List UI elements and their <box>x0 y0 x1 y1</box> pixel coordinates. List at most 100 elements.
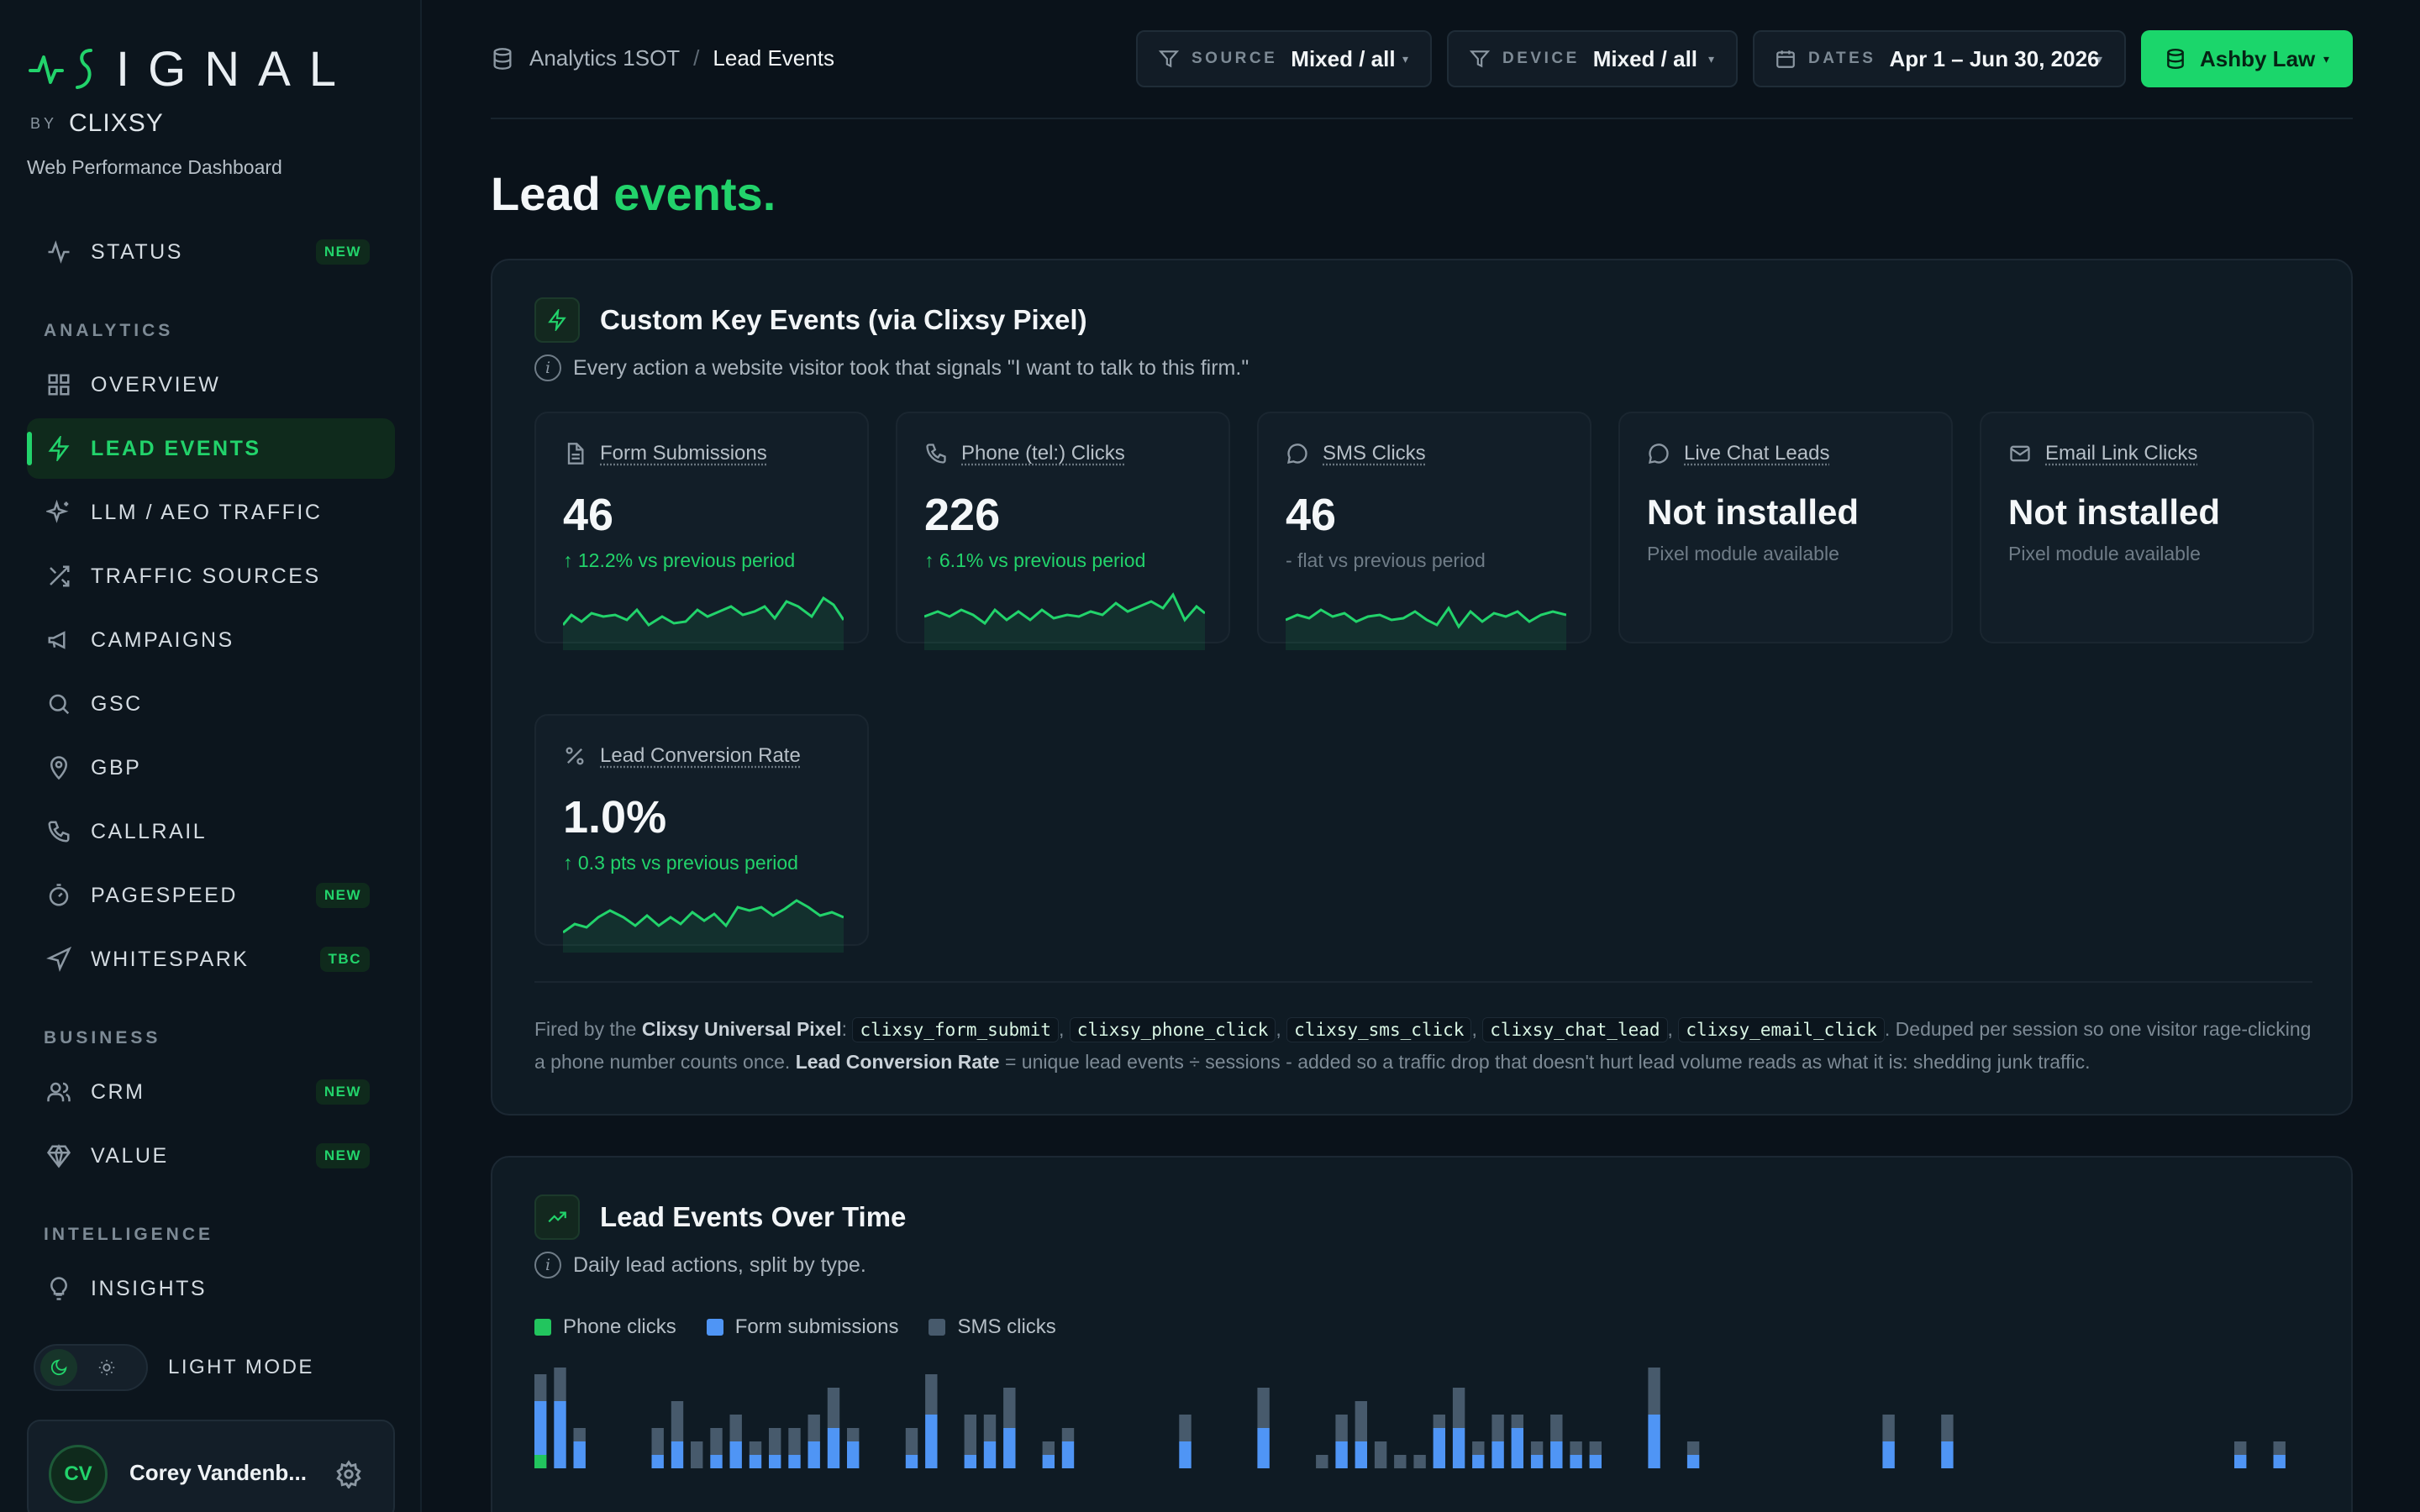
bar-segment[interactable] <box>1550 1415 1562 1441</box>
bar-segment[interactable] <box>808 1441 820 1468</box>
nav-gsc[interactable]: GSC <box>27 674 395 734</box>
bar-segment[interactable] <box>1179 1415 1191 1441</box>
bar-segment[interactable] <box>769 1428 781 1455</box>
legend-item-phone[interactable]: Phone clicks <box>534 1315 676 1339</box>
bar-segment[interactable] <box>1570 1441 1581 1455</box>
metric-label[interactable]: Lead Conversion Rate <box>600 744 801 768</box>
bar-segment[interactable] <box>984 1441 996 1468</box>
bar-segment[interactable] <box>906 1455 918 1468</box>
bar-segment[interactable] <box>1648 1415 1660 1468</box>
bar-segment[interactable] <box>1375 1441 1386 1468</box>
bar-segment[interactable] <box>1434 1428 1445 1468</box>
bar-segment[interactable] <box>652 1455 664 1468</box>
metric-label[interactable]: Form Submissions <box>600 442 767 465</box>
legend-item-sms[interactable]: SMS clicks <box>929 1315 1055 1339</box>
bar-segment[interactable] <box>1316 1455 1328 1468</box>
metric-label[interactable]: Email Link Clicks <box>2045 442 2197 465</box>
bar-segment[interactable] <box>534 1374 546 1401</box>
client-selector-button[interactable]: Ashby Law ▾ <box>2141 30 2353 87</box>
bar-segment[interactable] <box>984 1415 996 1441</box>
bar-segment[interactable] <box>730 1441 742 1468</box>
nav-pagespeed[interactable]: PAGESPEED NEW <box>27 865 395 926</box>
nav-traffic-sources[interactable]: TRAFFIC SOURCES <box>27 546 395 606</box>
bar-segment[interactable] <box>671 1441 683 1468</box>
bar-segment[interactable] <box>847 1428 859 1441</box>
bar-segment[interactable] <box>671 1401 683 1441</box>
legend-item-form[interactable]: Form submissions <box>707 1315 899 1339</box>
bar-segment[interactable] <box>1512 1415 1523 1428</box>
bar-segment[interactable] <box>965 1455 976 1468</box>
bar-segment[interactable] <box>1590 1455 1602 1468</box>
bar-segment[interactable] <box>574 1428 586 1441</box>
bar-segment[interactable] <box>847 1441 859 1468</box>
bar-segment[interactable] <box>828 1428 839 1468</box>
breadcrumb-parent[interactable]: Analytics 1SOT <box>529 45 680 71</box>
bar-segment[interactable] <box>925 1374 937 1415</box>
bar-segment[interactable] <box>1003 1388 1015 1428</box>
bar-segment[interactable] <box>1335 1415 1347 1441</box>
metric-label[interactable]: Phone (tel:) Clicks <box>961 442 1125 465</box>
bar-segment[interactable] <box>1882 1441 1894 1468</box>
device-filter[interactable]: DEVICE Mixed / all ▾ <box>1447 30 1738 87</box>
bar-segment[interactable] <box>1491 1415 1503 1441</box>
bar-segment[interactable] <box>691 1441 702 1468</box>
bar-segment[interactable] <box>1355 1441 1367 1468</box>
bar-segment[interactable] <box>1687 1455 1699 1468</box>
nav-crm[interactable]: CRM NEW <box>27 1062 395 1122</box>
nav-gbp[interactable]: GBP <box>27 738 395 798</box>
info-icon[interactable]: i <box>534 1252 561 1278</box>
brand-logo[interactable]: IGNAL BY CLIXSY <box>29 44 355 94</box>
bar-segment[interactable] <box>710 1455 722 1468</box>
bar-segment[interactable] <box>906 1428 918 1455</box>
bar-segment[interactable] <box>534 1401 546 1455</box>
bar-segment[interactable] <box>1453 1428 1465 1468</box>
bar-segment[interactable] <box>769 1455 781 1468</box>
bar-segment[interactable] <box>1472 1455 1484 1468</box>
bar-segment[interactable] <box>2234 1441 2246 1455</box>
bar-segment[interactable] <box>1062 1428 1074 1441</box>
bar-segment[interactable] <box>1335 1441 1347 1468</box>
bar-segment[interactable] <box>1472 1441 1484 1455</box>
nav-llm[interactable]: LLM / AEO TRAFFIC <box>27 482 395 543</box>
bar-segment[interactable] <box>1590 1441 1602 1455</box>
bar-segment[interactable] <box>554 1401 566 1468</box>
bar-segment[interactable] <box>1512 1428 1523 1468</box>
metric-label[interactable]: Live Chat Leads <box>1684 442 1829 465</box>
nav-status[interactable]: STATUS NEW <box>27 222 395 282</box>
bar-segment[interactable] <box>534 1455 546 1468</box>
bar-segment[interactable] <box>554 1368 566 1401</box>
user-card[interactable]: CV Corey Vandenb... <box>27 1420 395 1512</box>
bar-segment[interactable] <box>788 1428 800 1455</box>
bar-segment[interactable] <box>1453 1388 1465 1428</box>
theme-toggle[interactable] <box>34 1344 148 1391</box>
bar-segment[interactable] <box>1491 1441 1503 1468</box>
nav-value[interactable]: VALUE NEW <box>27 1126 395 1186</box>
bar-segment[interactable] <box>730 1415 742 1441</box>
bar-segment[interactable] <box>1550 1441 1562 1468</box>
bar-segment[interactable] <box>788 1455 800 1468</box>
nav-insights[interactable]: INSIGHTS <box>27 1258 395 1319</box>
bar-segment[interactable] <box>1394 1455 1406 1468</box>
info-icon[interactable]: i <box>534 354 561 381</box>
bar-segment[interactable] <box>1531 1455 1543 1468</box>
bar-segment[interactable] <box>1531 1441 1543 1455</box>
bar-segment[interactable] <box>808 1415 820 1441</box>
bar-segment[interactable] <box>1355 1401 1367 1441</box>
bar-segment[interactable] <box>1003 1428 1015 1468</box>
bar-segment[interactable] <box>1179 1441 1191 1468</box>
bar-segment[interactable] <box>1062 1441 1074 1468</box>
nav-lead-events[interactable]: LEAD EVENTS <box>27 418 395 479</box>
bar-segment[interactable] <box>574 1441 586 1468</box>
date-filter[interactable]: DATES Apr 1 – Jun 30, 2026 ▾ <box>1753 30 2126 87</box>
bar-segment[interactable] <box>750 1455 761 1468</box>
bar-segment[interactable] <box>1257 1428 1269 1468</box>
bar-segment[interactable] <box>2274 1441 2286 1455</box>
source-filter[interactable]: SOURCE Mixed / all ▾ <box>1136 30 1432 87</box>
bar-segment[interactable] <box>1043 1455 1055 1468</box>
bar-segment[interactable] <box>1941 1415 1953 1441</box>
nav-campaigns[interactable]: CAMPAIGNS <box>27 610 395 670</box>
bar-segment[interactable] <box>1257 1388 1269 1428</box>
bar-segment[interactable] <box>1687 1441 1699 1455</box>
bar-segment[interactable] <box>965 1415 976 1455</box>
bar-segment[interactable] <box>1043 1441 1055 1455</box>
